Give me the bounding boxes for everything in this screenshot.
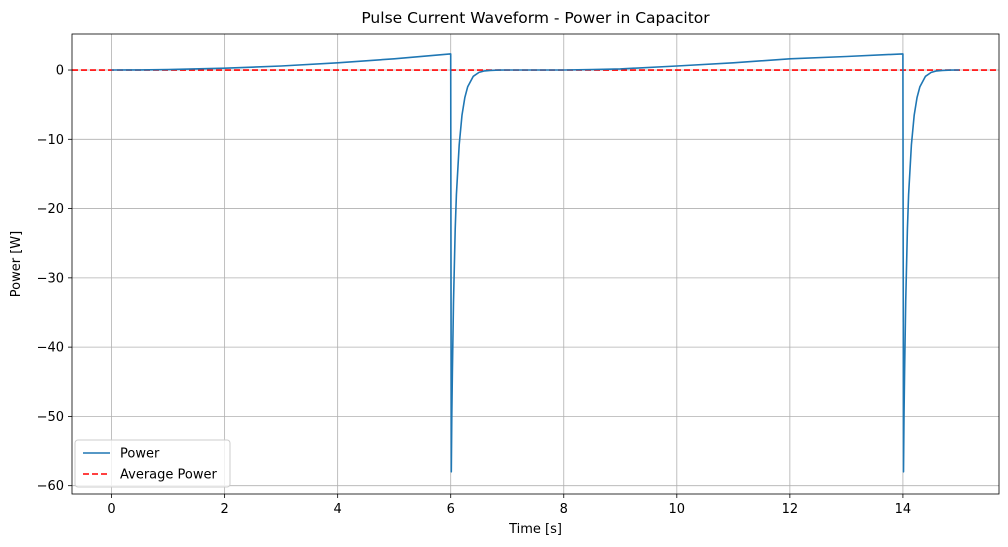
y-tick-label: −30 [37,271,64,286]
y-tick-label: −10 [37,133,64,148]
y-tick-label: −20 [37,202,64,217]
series-layer [111,53,960,473]
legend-label-power: Power [120,447,160,462]
x-tick-label: 2 [220,502,228,517]
x-tick-label: 14 [895,502,912,517]
x-tick-label: 8 [560,502,568,517]
legend-box [74,439,231,488]
plot-frame [71,33,1000,495]
y-axis-label: Power [W] [9,231,24,297]
x-axis-label: Time [s] [508,522,562,537]
y-tick-label: −40 [37,341,64,356]
y-axis-ticks: 0 −10 −20 −30 −40 −50 −60 [37,64,72,494]
chart-title: Pulse Current Waveform - Power in Capaci… [361,9,710,27]
x-tick-label: 6 [447,502,455,517]
power-series-line [111,53,960,473]
y-tick-label: −60 [37,479,64,494]
legend: Power Average Power [74,439,231,488]
x-tick-label: 12 [782,502,799,517]
x-tick-label: 10 [669,502,686,517]
x-axis-ticks: 0 2 4 6 8 10 12 14 [107,494,911,517]
x-tick-label: 4 [334,502,342,517]
y-tick-label: −50 [37,410,64,425]
y-tick-label: 0 [56,64,64,79]
legend-label-average-power: Average Power [120,468,217,483]
x-tick-label: 0 [107,502,115,517]
